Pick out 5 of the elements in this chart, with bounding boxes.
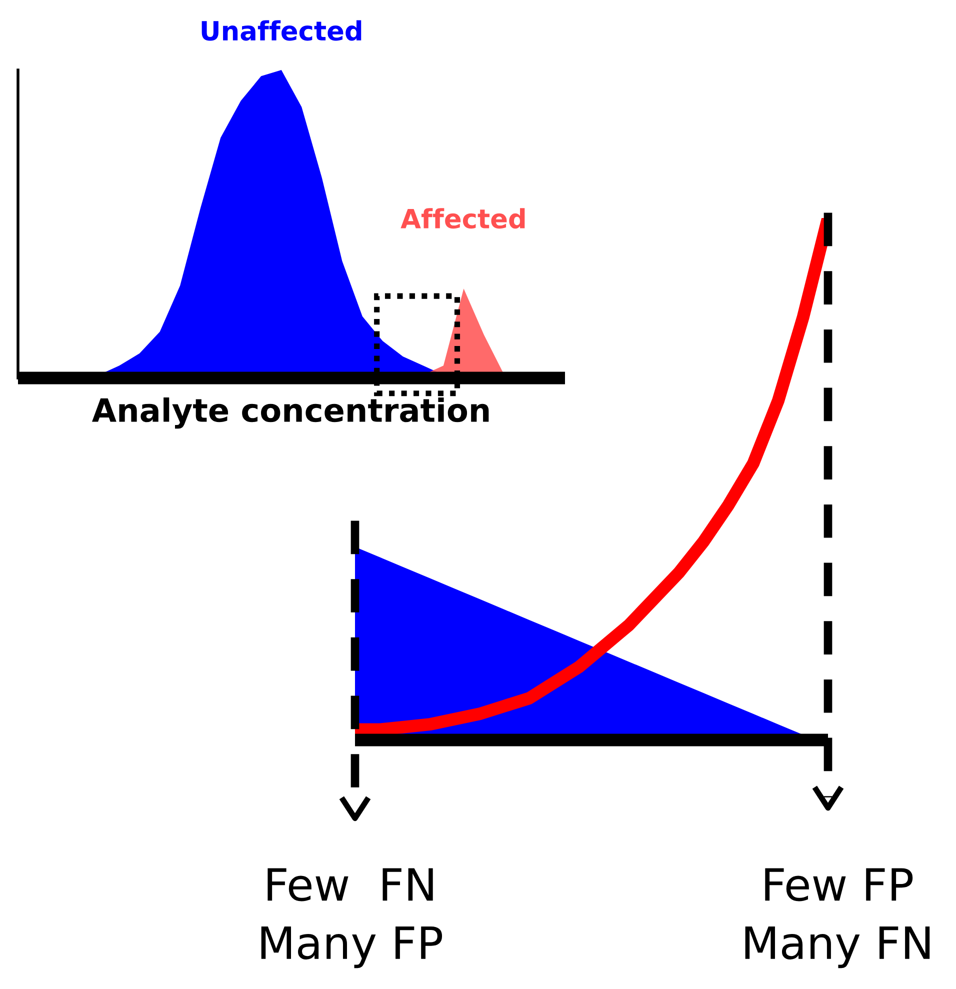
text: Few FN Many FP — [261, 868, 442, 968]
text: Affected — [400, 208, 525, 229]
x-axis-title: Analyte concentration — [92, 397, 489, 429]
text: Few FP Many FN — [745, 868, 930, 968]
series-label: Unaffected — [202, 20, 362, 41]
